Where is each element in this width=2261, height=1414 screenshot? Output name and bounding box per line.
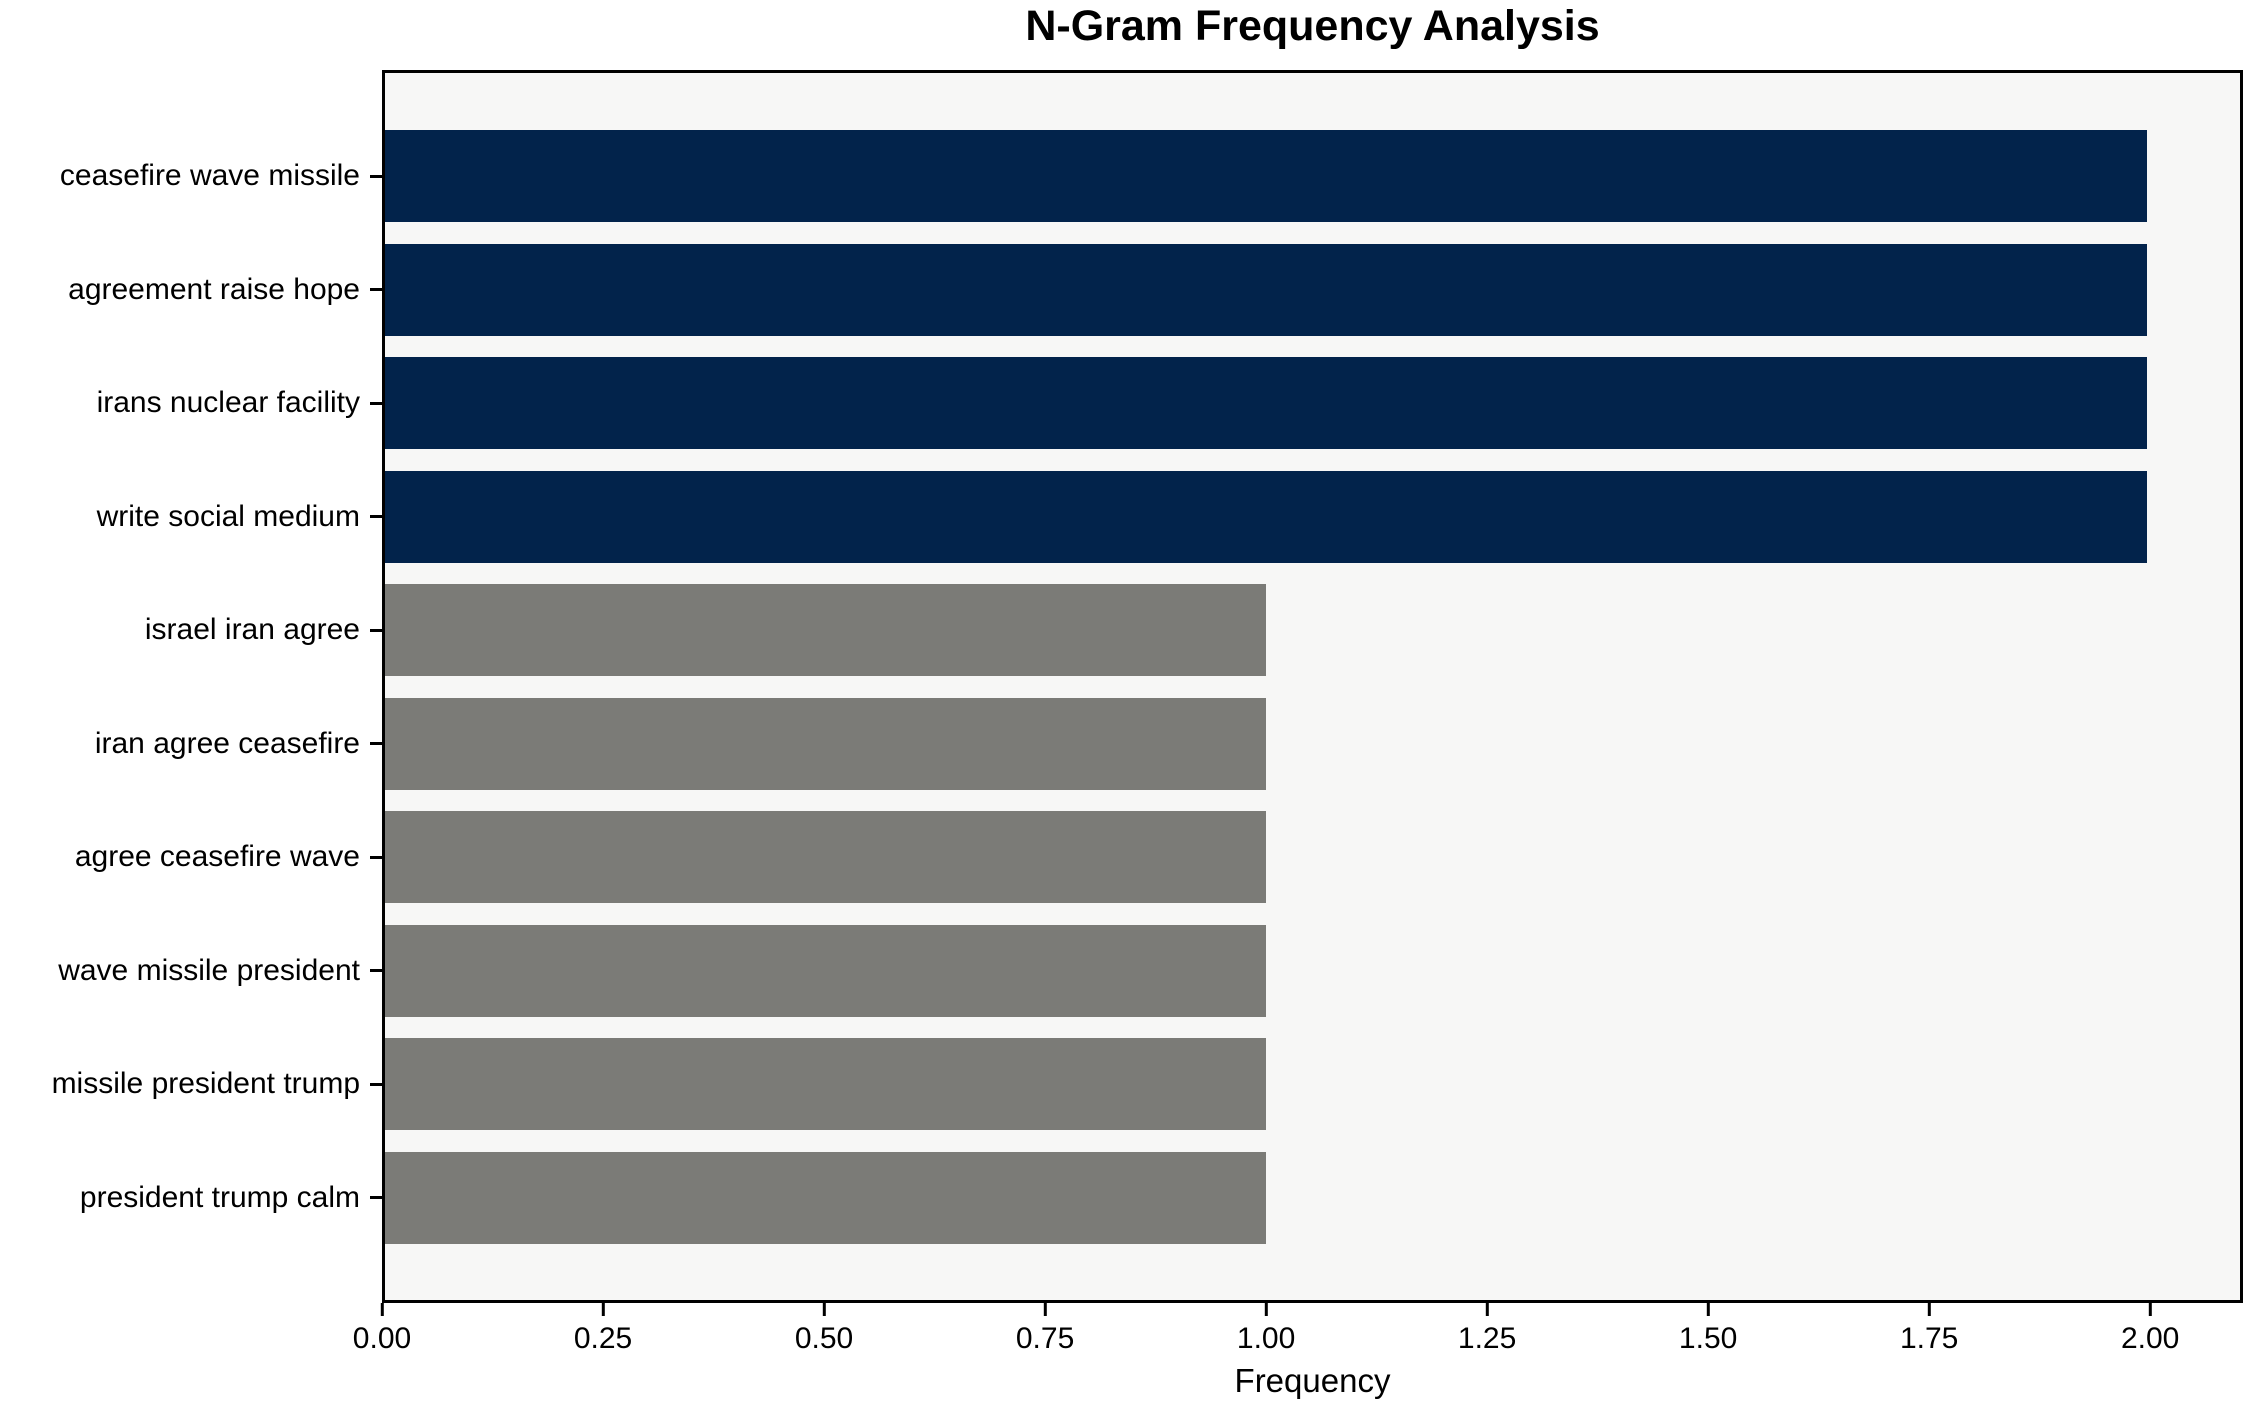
y-tick-mark xyxy=(370,288,382,292)
x-tick-mark xyxy=(1927,1303,1931,1316)
y-axis-label: president trump calm xyxy=(79,1180,360,1214)
y-axis-label: wave missile president xyxy=(58,953,360,987)
y-tick-mark xyxy=(370,174,382,178)
y-axis-label: ceasefire wave missile xyxy=(59,159,360,192)
x-axis-title: Frequency xyxy=(1234,1362,1391,1399)
bar-row xyxy=(385,584,2240,677)
x-tick-mark xyxy=(1264,1303,1268,1316)
y-label-row: agree ceasefire wave xyxy=(0,811,382,903)
x-tick: 0.00 xyxy=(353,1303,411,1356)
x-tick-label: 2.00 xyxy=(2120,1322,2180,1355)
bar-president-trump-calm xyxy=(385,1151,1267,1244)
y-axis-label: iran agree ceasefire xyxy=(94,726,360,760)
bar-row xyxy=(385,357,2240,450)
y-label-row: irans nuclear facility xyxy=(0,357,382,449)
bars-container xyxy=(385,130,2240,1244)
bar-row xyxy=(385,130,2240,222)
y-label-row: president trump calm xyxy=(0,1152,382,1244)
bar-row xyxy=(385,811,2240,904)
y-tick-mark xyxy=(370,1082,382,1086)
x-tick: 1.50 xyxy=(1679,1303,1737,1356)
x-tick-label: 1.25 xyxy=(1457,1322,1517,1355)
x-tick: 1.25 xyxy=(1458,1303,1516,1356)
bar-row xyxy=(385,697,2240,790)
x-tick-mark xyxy=(1485,1303,1489,1316)
x-tick: 1.75 xyxy=(1900,1303,1958,1356)
bar-agree-ceasefire-wave xyxy=(385,811,1267,904)
chart-title: N-Gram Frequency Analysis xyxy=(1025,2,1600,50)
x-tick-mark xyxy=(1043,1303,1047,1316)
bar-missile-president-trump xyxy=(385,1038,1267,1131)
y-axis-label: agree ceasefire wave xyxy=(74,840,360,874)
x-tick-mark xyxy=(380,1303,384,1316)
x-tick-label: 0.50 xyxy=(794,1322,854,1355)
y-axis-label: write social medium xyxy=(96,499,360,533)
bar-write-social-medium xyxy=(385,470,2148,563)
y-axis: ceasefire wave missile agreement raise h… xyxy=(0,70,382,1303)
x-tick: 2.00 xyxy=(2121,1303,2179,1356)
x-tick: 0.50 xyxy=(795,1303,853,1356)
x-axis: 0.00 0.25 0.50 0.75 1.00 1.25 1.50 1.75 xyxy=(353,1303,2243,1373)
bar-row xyxy=(385,1038,2240,1131)
y-tick-mark xyxy=(370,742,382,746)
bar-ceasefire-wave-missile xyxy=(385,130,2148,222)
y-axis-labels: ceasefire wave missile agreement raise h… xyxy=(0,130,382,1244)
y-label-row: missile president trump xyxy=(0,1038,382,1130)
y-label-row: write social medium xyxy=(0,471,382,563)
x-tick-label: 0.00 xyxy=(352,1322,412,1355)
y-tick-mark xyxy=(370,855,382,859)
y-axis-label: israel iran agree xyxy=(144,613,360,647)
y-label-row: iran agree ceasefire xyxy=(0,698,382,790)
x-tick: 0.75 xyxy=(1016,1303,1074,1356)
x-tick-label: 0.75 xyxy=(1015,1322,1075,1355)
y-label-row: agreement raise hope xyxy=(0,244,382,336)
x-tick-label: 0.25 xyxy=(573,1322,633,1355)
y-tick-mark xyxy=(370,1196,382,1200)
bar-agreement-raise-hope xyxy=(385,243,2148,336)
y-axis-label: agreement raise hope xyxy=(68,272,360,306)
y-axis-label: missile president trump xyxy=(51,1067,360,1101)
y-tick-mark xyxy=(370,628,382,632)
x-tick: 1.00 xyxy=(1237,1303,1295,1356)
bar-wave-missile-president xyxy=(385,924,1267,1017)
plot-area xyxy=(382,70,2243,1303)
bar-row xyxy=(385,924,2240,1017)
y-label-row: israel iran agree xyxy=(0,584,382,676)
x-tick-mark xyxy=(2148,1303,2152,1316)
bar-row xyxy=(385,1151,2240,1244)
bar-irans-nuclear-facility xyxy=(385,357,2148,450)
y-axis-label: irans nuclear facility xyxy=(96,386,360,420)
bar-row xyxy=(385,470,2240,563)
y-label-row: ceasefire wave missile xyxy=(0,130,382,222)
x-tick-mark xyxy=(822,1303,826,1316)
y-label-row: wave missile president xyxy=(0,925,382,1017)
bar-row xyxy=(385,243,2240,336)
x-tick: 0.25 xyxy=(574,1303,632,1356)
x-tick-label: 1.75 xyxy=(1899,1322,1959,1355)
x-tick-label: 1.50 xyxy=(1678,1322,1738,1355)
bar-iran-agree-ceasefire xyxy=(385,697,1267,790)
x-tick-label: 1.00 xyxy=(1236,1322,1296,1355)
x-tick-mark xyxy=(601,1303,605,1316)
y-tick-mark xyxy=(370,515,382,519)
y-tick-mark xyxy=(370,401,382,405)
bar-israel-iran-agree xyxy=(385,584,1267,677)
x-tick-mark xyxy=(1706,1303,1710,1316)
y-tick-mark xyxy=(370,969,382,973)
